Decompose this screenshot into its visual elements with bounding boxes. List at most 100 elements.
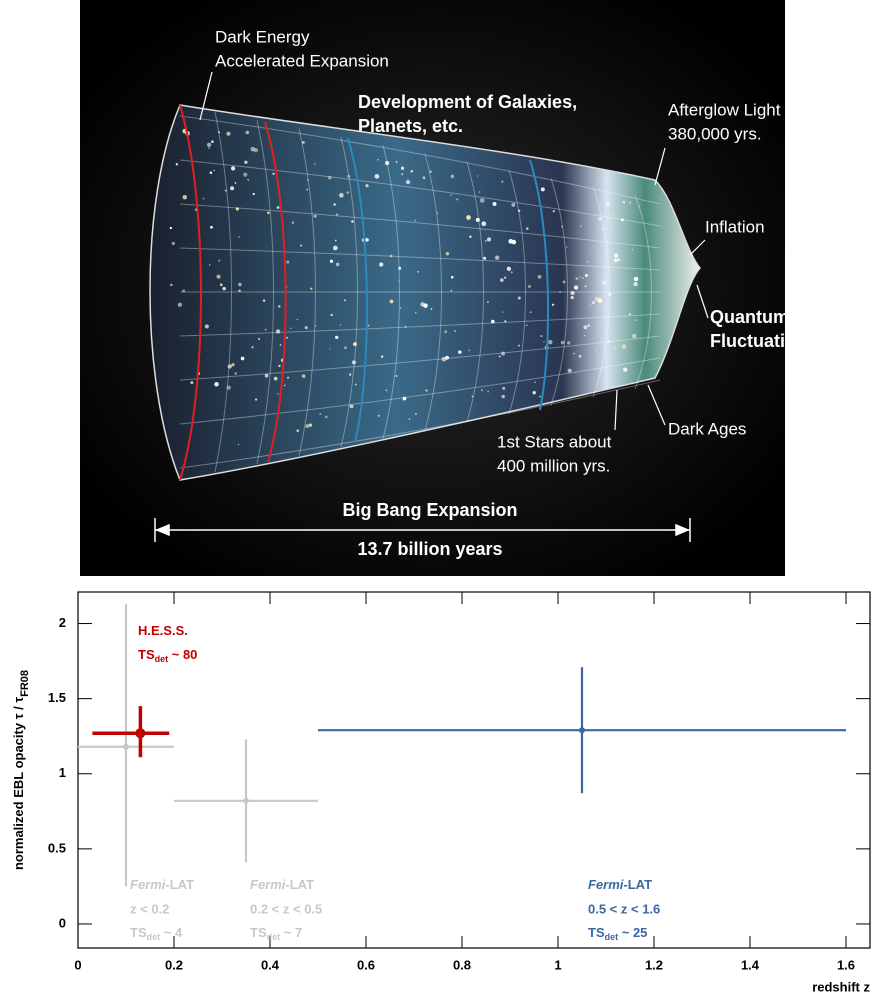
star	[634, 319, 637, 322]
star	[310, 287, 313, 290]
star	[238, 289, 241, 292]
star	[235, 207, 239, 211]
ts-sub: det	[155, 654, 169, 664]
star	[343, 299, 347, 302]
star	[508, 238, 514, 244]
star	[551, 303, 555, 306]
star	[401, 173, 404, 176]
star	[338, 192, 344, 198]
star	[247, 178, 250, 181]
star	[617, 258, 621, 262]
star	[436, 212, 439, 214]
star	[227, 364, 232, 369]
star	[621, 344, 627, 349]
star	[335, 335, 339, 340]
series-name-part: Fermi	[130, 877, 166, 892]
star	[336, 213, 339, 216]
star	[502, 311, 504, 313]
star	[526, 227, 529, 230]
x-tick-label: 0.2	[165, 957, 183, 972]
illustration-label: Inflation	[705, 217, 765, 236]
star	[175, 163, 179, 166]
star	[414, 412, 417, 416]
illustration-label: 1st Stars about	[497, 432, 612, 451]
star	[584, 273, 588, 277]
chart: redshift z normalized EBL opacity τ / τF…	[11, 591, 871, 994]
star	[589, 304, 591, 307]
star	[587, 324, 590, 327]
star	[275, 329, 281, 334]
grid-ring	[634, 194, 652, 390]
star	[170, 283, 173, 287]
star	[267, 211, 270, 215]
series-name-part: H.E.S.S.	[138, 623, 188, 638]
star	[582, 277, 584, 279]
span-arrow	[154, 518, 691, 542]
star	[479, 198, 485, 203]
star	[479, 191, 481, 193]
star	[486, 301, 489, 304]
star	[286, 260, 290, 264]
star	[466, 215, 471, 220]
star	[441, 356, 447, 362]
star	[278, 305, 281, 308]
star	[423, 303, 428, 308]
y-tick-label: 1.5	[48, 690, 66, 705]
star	[534, 381, 536, 383]
star	[216, 274, 221, 279]
star	[486, 237, 492, 242]
star	[414, 219, 416, 222]
star	[264, 373, 269, 378]
star	[543, 341, 545, 343]
star	[631, 333, 637, 339]
star	[346, 191, 350, 194]
x-tick-label: 1.4	[741, 957, 760, 972]
star	[224, 189, 227, 192]
star	[483, 256, 487, 260]
series-name-part: -LAT	[285, 877, 314, 892]
star	[429, 170, 432, 173]
grid-meridian	[179, 159, 661, 227]
star	[404, 325, 407, 328]
star	[584, 285, 587, 288]
star	[251, 346, 254, 349]
star	[218, 259, 221, 262]
star	[226, 131, 231, 136]
star	[570, 290, 575, 296]
star	[622, 200, 626, 204]
star	[291, 221, 295, 224]
star	[584, 334, 586, 337]
star	[335, 262, 340, 267]
star	[245, 130, 250, 135]
series-condition: z < 0.2	[130, 901, 169, 916]
star	[612, 214, 615, 217]
star	[349, 404, 354, 409]
y-tick-label: 0.5	[48, 840, 66, 855]
illustration-label: 400 million yrs.	[497, 456, 610, 475]
star	[354, 383, 357, 386]
star	[484, 240, 487, 242]
star	[214, 382, 219, 387]
star	[238, 236, 240, 238]
star	[537, 274, 542, 279]
star	[566, 246, 568, 248]
star	[552, 209, 555, 213]
star	[169, 226, 173, 230]
star	[276, 206, 280, 209]
star	[351, 220, 354, 223]
star	[487, 390, 490, 393]
illustration-label: Development of Galaxies,	[358, 92, 577, 112]
star	[264, 328, 267, 331]
star	[598, 217, 603, 221]
star	[332, 245, 338, 251]
star	[365, 238, 369, 242]
star	[230, 166, 236, 171]
illustration-label: Planets, etc.	[358, 116, 463, 136]
galaxies-band	[529, 159, 550, 411]
star	[408, 418, 411, 420]
illustration-label: 380,000 yrs.	[668, 124, 762, 143]
star	[638, 205, 640, 207]
grid-ring	[424, 153, 442, 431]
star	[567, 368, 572, 373]
ts-rest: ~ 4	[160, 925, 183, 940]
